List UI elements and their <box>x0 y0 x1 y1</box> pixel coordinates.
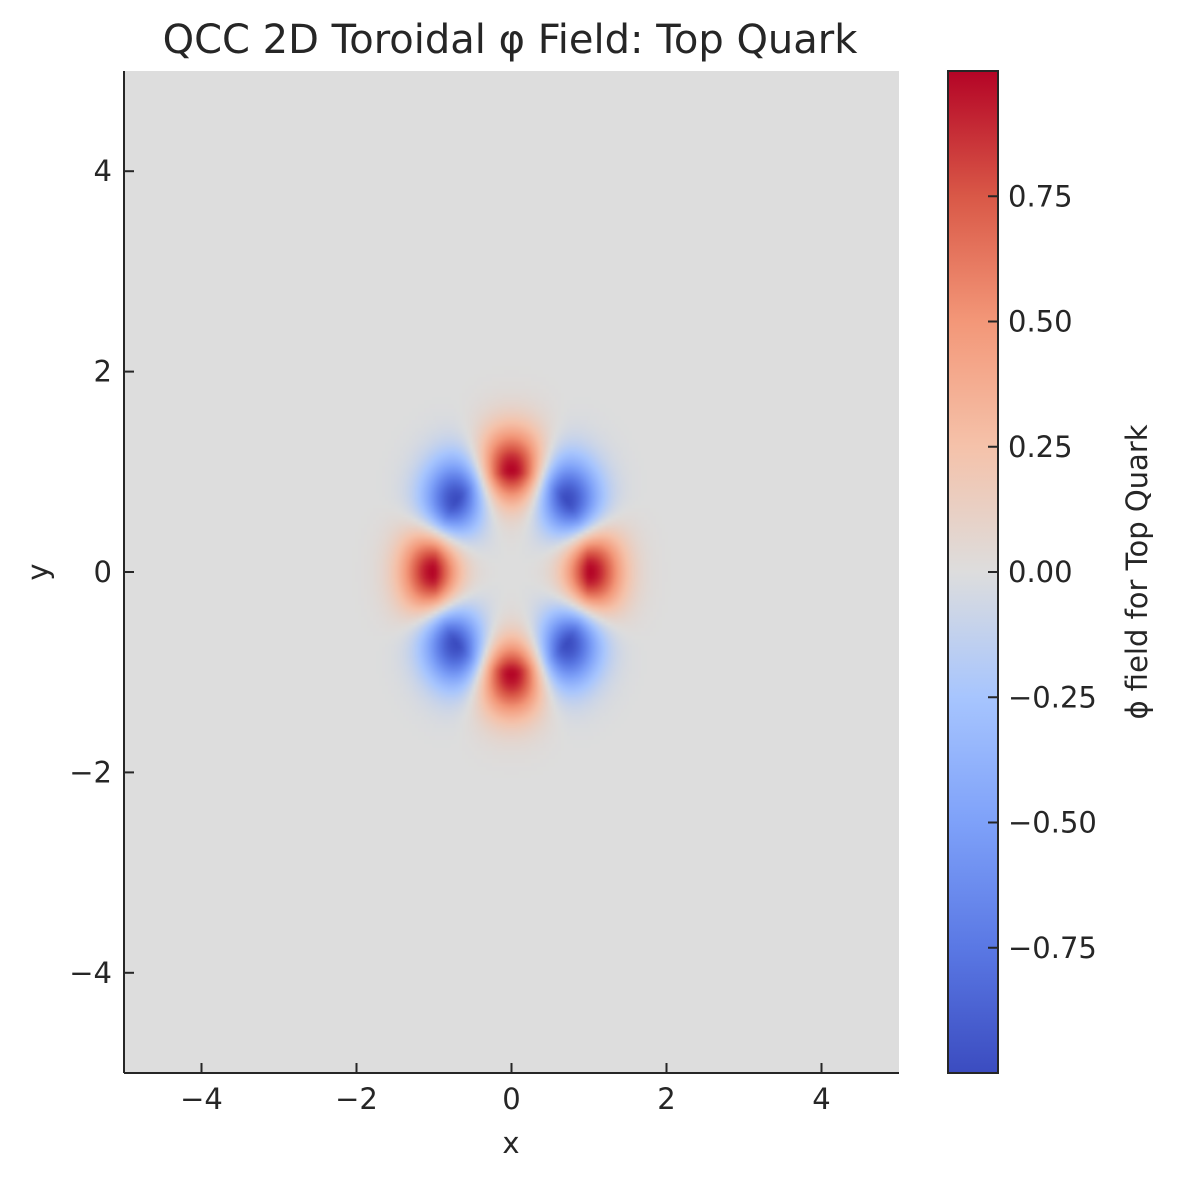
colorbar-tick-label: −0.75 <box>1008 931 1097 965</box>
y-axis-label: y <box>21 563 55 580</box>
colorbar-tick-label: 0.50 <box>1008 305 1073 339</box>
x-axis-ticks: −4 −2 0 2 4 <box>180 1063 831 1116</box>
plot-area <box>124 71 899 1073</box>
colorbar-tick-label: −0.25 <box>1008 680 1097 714</box>
heatmap-image <box>124 71 899 1073</box>
y-tick-label: 0 <box>94 555 112 589</box>
x-tick-label: −4 <box>180 1082 223 1116</box>
colorbar-label: ϕ field for Top Quark <box>1120 424 1154 719</box>
y-tick-label: −4 <box>69 956 112 990</box>
x-axis-label: x <box>502 1126 519 1160</box>
y-tick-label: −2 <box>69 755 112 789</box>
x-tick-label: 0 <box>502 1082 520 1116</box>
colorbar-tick-label: 0.00 <box>1008 555 1073 589</box>
colorbar-tick-label: 0.75 <box>1008 179 1073 213</box>
y-tick-label: 4 <box>94 154 112 188</box>
colorbar-tick-label: 0.25 <box>1008 430 1073 464</box>
chart-title: QCC 2D Toroidal φ Field: Top Quark <box>163 17 859 63</box>
y-axis-ticks: −4 −2 0 2 4 <box>69 154 134 990</box>
y-tick-label: 2 <box>94 355 112 389</box>
x-tick-label: 2 <box>657 1082 675 1116</box>
colorbar-tick-label: −0.50 <box>1008 806 1097 840</box>
x-tick-label: −2 <box>335 1082 378 1116</box>
colorbar-ticks: −0.75 −0.50 −0.25 0.00 0.25 0.50 0.75 <box>988 179 1097 965</box>
x-tick-label: 4 <box>812 1082 830 1116</box>
colorbar: −0.75 −0.50 −0.25 0.00 0.25 0.50 0.75 ϕ field … <box>947 70 1154 1074</box>
